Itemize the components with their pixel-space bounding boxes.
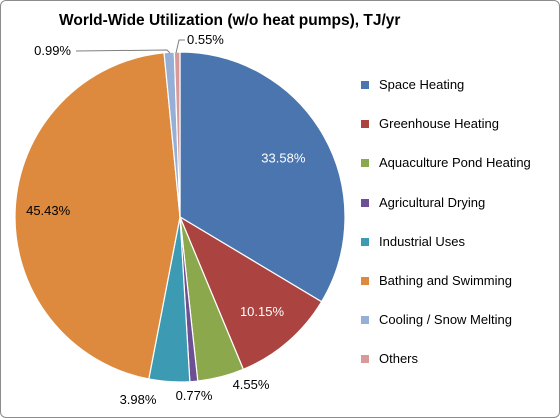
leader-line: [75, 49, 171, 54]
legend-item: Others: [361, 351, 531, 390]
data-label: 10.15%: [240, 304, 285, 319]
legend-swatch: [361, 276, 369, 285]
pie-slice-others: [173, 51, 181, 218]
data-label: 0.55%: [187, 32, 224, 47]
legend-swatch: [361, 159, 369, 168]
legend-label: Space Heating: [379, 77, 465, 92]
legend-label: Greenhouse Heating: [379, 116, 499, 132]
legend-label: Cooling / Snow Melting: [379, 312, 512, 328]
legend-label: Bathing and Swimming: [379, 272, 512, 288]
legend-swatch: [361, 237, 369, 246]
legend-item: Industrial Uses: [361, 234, 531, 273]
legend-label: Others: [379, 351, 419, 367]
legend-swatch: [361, 81, 369, 89]
pie-slice-greenhouse-heating: [178, 215, 323, 371]
legend-swatch: [361, 355, 369, 364]
legend-label: Industrial Uses: [379, 233, 465, 249]
chart-title: World-Wide Utilization (w/o heat pumps),…: [59, 12, 401, 29]
legend-swatch: [361, 198, 369, 207]
data-label: 4.55%: [233, 377, 270, 392]
data-label: 33.58%: [261, 150, 306, 165]
leader-line: [175, 39, 185, 54]
legend-item: Aquaculture Pond Heating: [361, 155, 531, 194]
legend-item: Agricultural Drying: [361, 195, 531, 234]
data-label: 0.77%: [176, 388, 213, 403]
legend-swatch: [361, 120, 369, 129]
legend-label: Aquaculture Pond Heating: [379, 155, 531, 171]
legend-item: Greenhouse Heating: [361, 116, 531, 155]
legend-item: Bathing and Swimming: [361, 273, 531, 312]
data-label: 45.43%: [26, 203, 71, 218]
pie-slice-space-heating: [179, 51, 346, 303]
legend-item: Space Heating: [361, 77, 531, 116]
legend-item: Cooling / Snow Melting: [361, 312, 531, 351]
data-label: 0.99%: [34, 43, 71, 58]
pie-slice-bathing-and-swimming: [14, 52, 181, 380]
legend-swatch: [361, 316, 369, 325]
chart-legend: Space Heating Greenhouse Heating Aquacultu…: [361, 77, 531, 391]
legend-label: Agricultural Drying: [379, 194, 486, 210]
data-label: 3.98%: [120, 392, 157, 407]
